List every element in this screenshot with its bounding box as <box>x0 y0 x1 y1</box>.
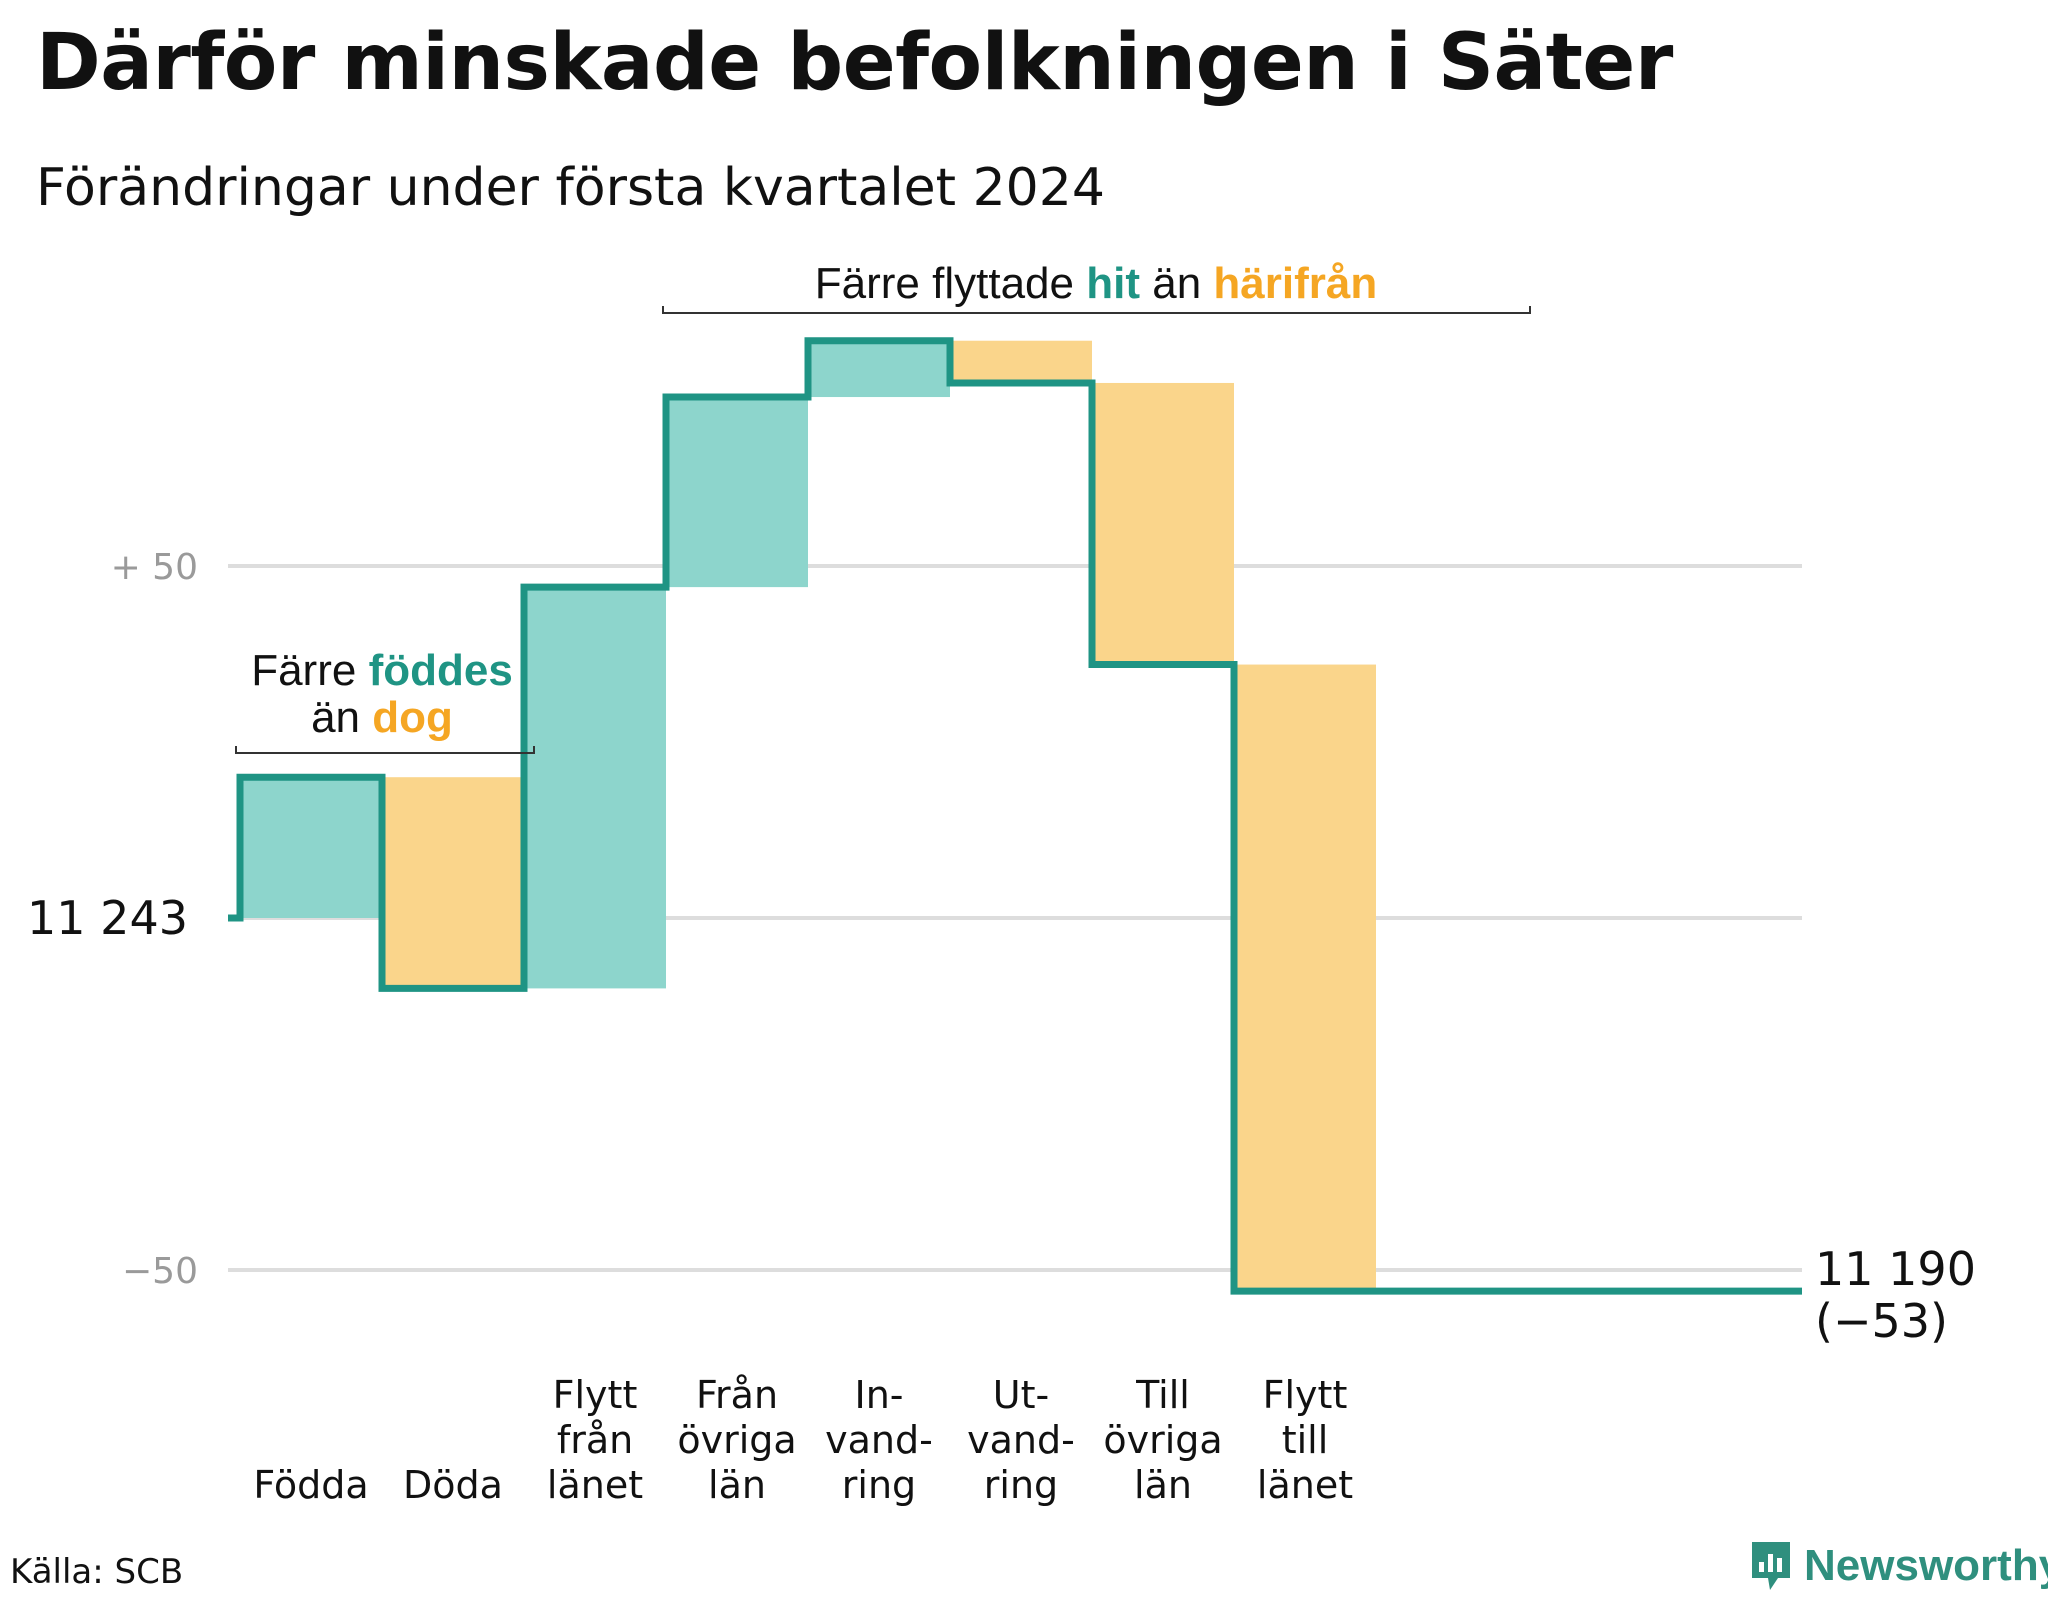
category-label: vand- <box>967 1418 1075 1462</box>
waterfall-bar <box>240 777 382 918</box>
category-label: län <box>1134 1463 1192 1507</box>
end-value-label: 11 190 <box>1815 1242 1976 1296</box>
births-annotation: Färre föddes än dog <box>235 646 535 754</box>
category-label: Från <box>696 1373 778 1417</box>
category-label: till <box>1282 1418 1329 1462</box>
category-label: vand- <box>825 1418 933 1462</box>
y-tick-label: + 50 <box>111 547 198 588</box>
category-label: Födda <box>253 1463 368 1507</box>
brand-logo: Newsworthy <box>1748 1538 2048 1594</box>
brand-name: Newsworthy <box>1804 1541 2048 1590</box>
running-total-line-path <box>228 337 1802 1295</box>
category-label: Till <box>1135 1373 1190 1417</box>
category-label: övriga <box>1103 1418 1222 1462</box>
moves-annotation-bracket <box>662 306 1531 314</box>
category-label: Flytt <box>1263 1373 1348 1417</box>
moves-annotation-text: Färre flyttade hit än härifrån <box>815 259 1377 308</box>
waterfall-bar <box>1234 664 1376 1292</box>
waterfall-bar <box>808 340 950 398</box>
running-total-line <box>228 337 1802 1295</box>
moves-annotation: Färre flyttade hit än härifrån <box>662 259 1531 314</box>
net-change-label: (−53) <box>1815 1294 1948 1348</box>
waterfall-bar <box>666 397 808 588</box>
category-label: från <box>557 1418 633 1462</box>
category-label: ring <box>984 1463 1058 1507</box>
waterfall-bar <box>382 777 524 989</box>
start-value-label: 11 243 <box>27 891 188 945</box>
category-label: Döda <box>403 1463 503 1507</box>
waterfall-bar <box>950 340 1092 383</box>
births-annotation-bracket <box>235 746 535 754</box>
category-label: övriga <box>677 1418 796 1462</box>
chart-subtitle: Förändringar under första kvartalet 2024 <box>36 158 1105 218</box>
y-tick-label: −50 <box>122 1251 198 1292</box>
births-annotation-line2: än dog <box>311 693 453 742</box>
bars <box>240 340 1376 1292</box>
category-label: Ut- <box>993 1373 1049 1417</box>
waterfall-bar <box>1092 382 1234 665</box>
category-label: In- <box>854 1373 903 1417</box>
category-label: länet <box>547 1463 643 1507</box>
newsworthy-logo-icon <box>1752 1542 1790 1590</box>
births-annotation-line1: Färre föddes <box>251 646 513 695</box>
category-label: ring <box>842 1463 916 1507</box>
category-label: Flytt <box>553 1373 638 1417</box>
source-note: Källa: SCB <box>10 1552 184 1592</box>
chart-title: Därför minskade befolkningen i Säter <box>36 18 1673 108</box>
category-label: län <box>708 1463 766 1507</box>
category-label: länet <box>1257 1463 1353 1507</box>
waterfall-bar <box>524 587 666 989</box>
